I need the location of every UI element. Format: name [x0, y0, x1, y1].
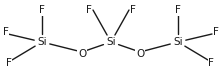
- Text: F: F: [86, 5, 92, 15]
- Text: F: F: [3, 27, 9, 37]
- Text: F: F: [213, 27, 219, 37]
- Text: O: O: [136, 49, 144, 59]
- Text: F: F: [6, 58, 12, 68]
- Text: F: F: [208, 58, 214, 68]
- Text: Si: Si: [173, 37, 183, 47]
- Text: Si: Si: [37, 37, 47, 47]
- Text: O: O: [78, 49, 86, 59]
- Text: F: F: [130, 5, 136, 15]
- Text: Si: Si: [106, 37, 116, 47]
- Text: F: F: [39, 5, 45, 15]
- Text: F: F: [175, 5, 181, 15]
